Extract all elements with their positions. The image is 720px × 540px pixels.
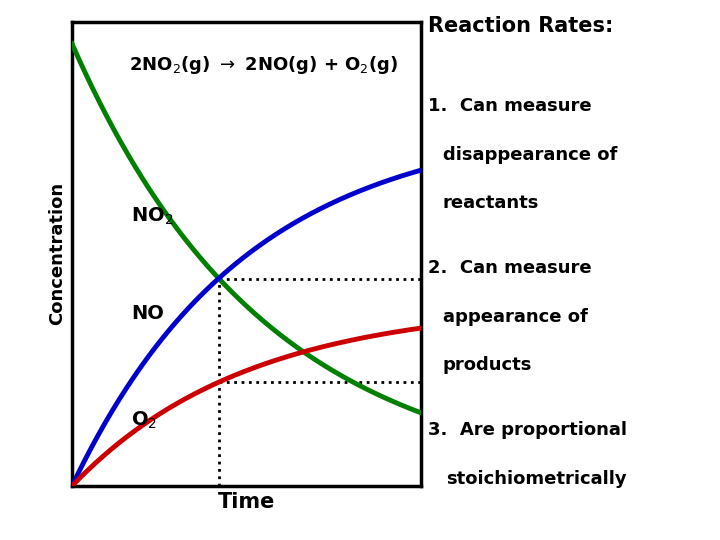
Text: reactants: reactants [443, 194, 539, 212]
Text: 2.  Can measure: 2. Can measure [428, 259, 592, 277]
Text: products: products [443, 356, 532, 374]
Text: Reaction Rates:: Reaction Rates: [428, 16, 613, 36]
Text: NO$_2$: NO$_2$ [131, 205, 174, 227]
Text: 1.  Can measure: 1. Can measure [428, 97, 592, 115]
Text: 2NO$_2$(g) $\rightarrow$ 2NO(g) + O$_2$(g): 2NO$_2$(g) $\rightarrow$ 2NO(g) + O$_2$(… [130, 54, 399, 76]
Text: NO: NO [131, 304, 164, 323]
Text: appearance of: appearance of [443, 308, 588, 326]
Text: stoichiometrically: stoichiometrically [446, 470, 627, 488]
Text: 3.  Are proportional: 3. Are proportional [428, 421, 627, 439]
Text: disappearance of: disappearance of [443, 146, 617, 164]
Text: O$_2$: O$_2$ [131, 410, 158, 431]
X-axis label: Time: Time [218, 491, 275, 511]
Y-axis label: Concentration: Concentration [48, 182, 66, 326]
